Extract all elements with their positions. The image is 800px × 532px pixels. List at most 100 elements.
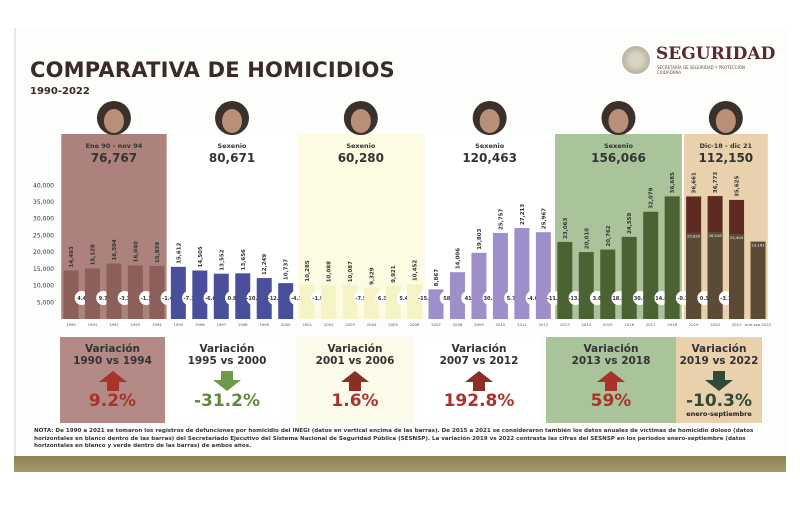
variation-title-line1: Variación — [327, 343, 383, 355]
annual-variation-label: 3.8 — [593, 296, 602, 302]
x-tick-label: 2017 — [646, 322, 656, 327]
bar-value-label: 14,493 — [69, 246, 75, 267]
bar-value-label: 25,757 — [498, 209, 504, 230]
bar-inegi — [578, 252, 594, 319]
x-tick-label: 2001 — [302, 322, 312, 327]
x-tick-label: ene-sep 2022 — [745, 322, 772, 327]
x-tick-label: 2011 — [517, 322, 527, 327]
period-background — [168, 134, 296, 319]
bar-value-label: 24,559 — [627, 213, 633, 234]
x-tick-label: 1990 — [66, 322, 76, 327]
variation-title-line1: Variación — [691, 343, 747, 355]
period-total: 80,671 — [209, 151, 255, 165]
homicides-bar-chart: Ene 90 - nov 9476,767Sexenio80,671Sexeni… — [33, 101, 772, 327]
x-tick-label: 1997 — [216, 322, 226, 327]
annual-variation-label: 9.7 — [99, 296, 108, 302]
bar-value-label: 10,452 — [413, 260, 419, 281]
variation-box: Variación 2007 vs 2012 192.8% — [418, 337, 540, 423]
bar-inegi — [256, 278, 272, 319]
period-total: 76,767 — [91, 151, 137, 165]
x-tick-label: 1993 — [131, 322, 141, 327]
x-tick-label: 1996 — [195, 322, 205, 327]
x-tick-label: 2000 — [281, 322, 291, 327]
y-tick-label: 35,000 — [33, 199, 54, 206]
bar-inegi — [643, 211, 659, 319]
variation-title-line1: Variación — [84, 343, 140, 355]
annual-variation-label: -4.6 — [527, 296, 538, 302]
bar-inegi — [106, 263, 122, 319]
arrow-up-icon — [465, 371, 493, 391]
variation-box: Variación 1990 vs 1994 9.2% — [60, 337, 165, 423]
annual-variation-label: 6.3 — [378, 296, 387, 302]
annual-variation-label: 0.3 — [700, 296, 709, 302]
seguridad-logo: SEGURIDAD SECRETARÍA DE SEGURIDAD Y PROT… — [622, 44, 792, 78]
bar-inegi — [621, 236, 637, 319]
bar-sesnsp — [729, 234, 745, 319]
portrait-face — [350, 109, 371, 133]
bar-value-label: 10,737 — [284, 259, 290, 280]
bar-inegi — [535, 232, 551, 319]
annual-variation-label: 30.1 — [483, 296, 496, 302]
x-tick-label: 1994 — [152, 322, 162, 327]
y-tick-label: 20,000 — [33, 249, 54, 256]
variation-title-line1: Variación — [583, 343, 639, 355]
bar-value-label: 19,803 — [477, 228, 483, 249]
bar-inegi — [514, 228, 530, 319]
annual-variation-label: 41 — [465, 296, 472, 302]
bar-inner-value-label: 23,161 — [751, 243, 765, 248]
x-tick-label: 2015 — [603, 322, 613, 327]
bar-value-label: 15,128 — [90, 244, 96, 265]
bar-value-label: 16,040 — [133, 241, 139, 262]
arrow-up-icon — [341, 371, 369, 391]
period-label: Sexenio — [604, 142, 634, 150]
annual-variation-label: 5.4 — [399, 296, 408, 302]
variation-percent: -10.3% — [685, 391, 753, 411]
bar-value-label: 36,661 — [692, 172, 698, 193]
bar-inegi — [321, 285, 337, 319]
bar-value-label: 9,921 — [391, 265, 397, 283]
bar-value-label: 35,625 — [735, 176, 741, 197]
portrait-face — [608, 109, 629, 133]
period-total: 120,463 — [462, 151, 517, 165]
annual-variation-label: 5.7 — [507, 296, 516, 302]
arrow-down-icon — [213, 371, 241, 391]
variation-box: Variación 2019 vs 2022 -10.3% enero-septiem… — [676, 337, 762, 423]
portrait-face — [715, 109, 736, 133]
x-tick-label: 2020 — [710, 322, 720, 327]
x-tick-label: 2005 — [388, 322, 398, 327]
bar-inegi — [364, 287, 380, 319]
y-tick-label: 40,000 — [33, 182, 54, 189]
bar-value-label: 15,839 — [155, 242, 161, 263]
bar-value-label: 10,087 — [348, 261, 354, 282]
period-label: Dic-18 - dic 21 — [700, 142, 753, 150]
annual-variation-label: 0.8 — [228, 296, 237, 302]
bar-value-label: 8,867 — [434, 269, 440, 287]
annual-variation-label: -4.3 — [291, 296, 302, 302]
bar-inegi — [407, 284, 423, 319]
arrow-down-icon — [705, 371, 733, 391]
y-tick-label: 30,000 — [33, 216, 54, 223]
variation-subtitle: enero-septiembre — [686, 410, 752, 418]
bar-inegi — [63, 270, 79, 319]
annual-variation-label: -1.4 — [162, 296, 173, 302]
bar-inegi — [192, 270, 208, 319]
annual-variation-label: -11.2 — [547, 296, 562, 302]
y-tick-label: 10,000 — [33, 283, 54, 290]
x-tick-label: 2010 — [496, 322, 506, 327]
bar-inner-value-label: 25,404 — [730, 235, 744, 240]
x-tick-label: 1998 — [238, 322, 248, 327]
annual-variation-label: -10.3 — [246, 296, 261, 302]
page-subtitle: 1990-2022 — [30, 86, 90, 97]
variation-percent: 9.2% — [88, 391, 137, 411]
annual-variation-label: -7.5 — [355, 296, 366, 302]
national-seal-icon — [622, 46, 650, 74]
bar-inegi — [235, 273, 251, 319]
bar-value-label: 15,612 — [176, 242, 182, 263]
annual-variation-label: -0.1 — [677, 296, 688, 302]
variation-period: 2001 vs 2006 — [315, 355, 395, 367]
period-background — [426, 134, 554, 319]
bar-inegi — [600, 249, 616, 319]
bar-value-label: 32,079 — [649, 187, 655, 208]
annual-variation-label: -15.2 — [418, 296, 433, 302]
bar-inegi — [492, 232, 508, 319]
